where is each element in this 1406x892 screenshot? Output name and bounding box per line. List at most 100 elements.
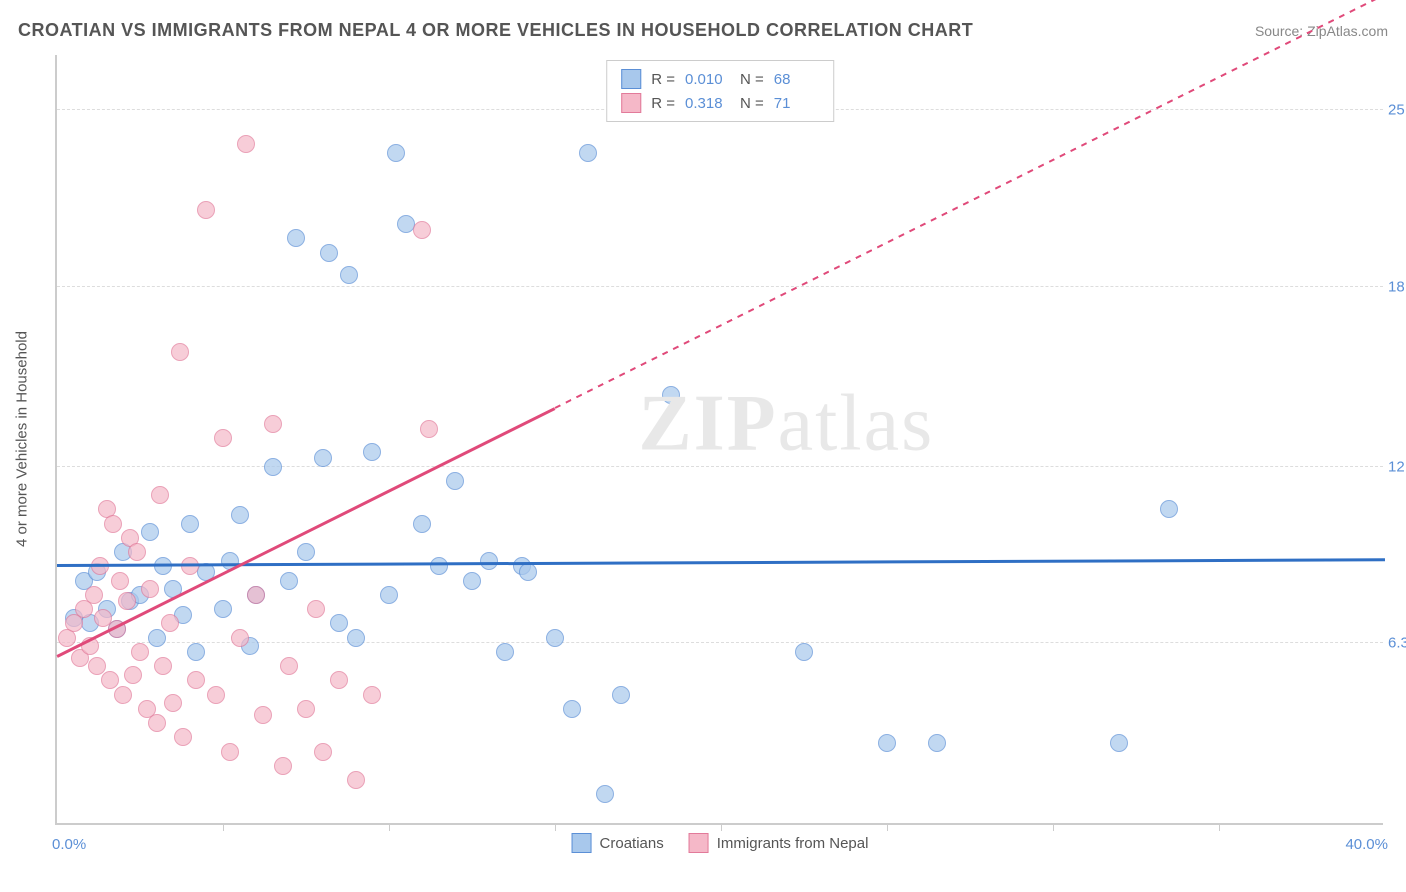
data-point — [430, 557, 448, 575]
data-point — [148, 714, 166, 732]
data-point — [662, 386, 680, 404]
data-point — [174, 728, 192, 746]
y-axis-title: 4 or more Vehicles in Household — [14, 331, 31, 547]
data-point — [519, 563, 537, 581]
data-point — [307, 600, 325, 618]
data-point — [340, 266, 358, 284]
data-point — [563, 700, 581, 718]
data-point — [546, 629, 564, 647]
data-point — [128, 543, 146, 561]
data-point — [114, 686, 132, 704]
data-point — [264, 458, 282, 476]
data-point — [85, 586, 103, 604]
x-axis-max-label: 40.0% — [1345, 836, 1388, 853]
data-point — [231, 506, 249, 524]
legend-swatch — [621, 93, 641, 113]
data-point — [413, 221, 431, 239]
data-point — [141, 523, 159, 541]
data-point — [297, 543, 315, 561]
data-point — [363, 686, 381, 704]
n-value: 68 — [774, 71, 819, 88]
data-point — [314, 449, 332, 467]
data-point — [480, 552, 498, 570]
x-tick — [1053, 823, 1054, 831]
data-point — [247, 586, 265, 604]
data-point — [151, 486, 169, 504]
trend-line — [57, 558, 1385, 566]
data-point — [596, 785, 614, 803]
data-point — [330, 671, 348, 689]
gridline — [57, 286, 1383, 287]
stats-legend: R =0.010N =68R =0.318N =71 — [606, 60, 834, 122]
legend-series-item: Immigrants from Nepal — [689, 833, 869, 853]
data-point — [181, 515, 199, 533]
chart-title: CROATIAN VS IMMIGRANTS FROM NEPAL 4 OR M… — [18, 20, 973, 41]
legend-swatch — [621, 69, 641, 89]
data-point — [101, 671, 119, 689]
data-point — [496, 643, 514, 661]
r-value: 0.318 — [685, 95, 730, 112]
data-point — [928, 734, 946, 752]
data-point — [287, 229, 305, 247]
data-point — [280, 657, 298, 675]
data-point — [420, 420, 438, 438]
legend-swatch — [689, 833, 709, 853]
data-point — [320, 244, 338, 262]
x-tick — [223, 823, 224, 831]
legend-series-item: Croatians — [572, 833, 664, 853]
legend-swatch — [572, 833, 592, 853]
x-tick — [721, 823, 722, 831]
data-point — [118, 592, 136, 610]
data-point — [91, 557, 109, 575]
data-point — [1110, 734, 1128, 752]
data-point — [141, 580, 159, 598]
data-point — [363, 443, 381, 461]
data-point — [171, 343, 189, 361]
data-point — [161, 614, 179, 632]
data-point — [397, 215, 415, 233]
data-point — [878, 734, 896, 752]
data-point — [297, 700, 315, 718]
y-tick-label: 12.5% — [1388, 458, 1406, 475]
legend-stat-row: R =0.010N =68 — [621, 67, 819, 91]
legend-series-label: Immigrants from Nepal — [717, 835, 869, 852]
data-point — [131, 643, 149, 661]
data-point — [207, 686, 225, 704]
data-point — [187, 643, 205, 661]
data-point — [795, 643, 813, 661]
data-point — [221, 743, 239, 761]
scatter-chart: ZIPatlas 4 or more Vehicles in Household… — [55, 55, 1383, 825]
y-tick-label: 6.3% — [1388, 635, 1406, 652]
data-point — [237, 135, 255, 153]
data-point — [231, 629, 249, 647]
r-label: R = — [651, 71, 675, 88]
data-point — [154, 657, 172, 675]
data-point — [314, 743, 332, 761]
x-tick — [1219, 823, 1220, 831]
data-point — [380, 586, 398, 604]
data-point — [148, 629, 166, 647]
data-point — [1160, 500, 1178, 518]
data-point — [264, 415, 282, 433]
legend-stat-row: R =0.318N =71 — [621, 91, 819, 115]
data-point — [197, 201, 215, 219]
data-point — [280, 572, 298, 590]
y-tick-label: 25.0% — [1388, 102, 1406, 119]
data-point — [254, 706, 272, 724]
data-point — [347, 771, 365, 789]
x-tick — [887, 823, 888, 831]
data-point — [446, 472, 464, 490]
data-point — [330, 614, 348, 632]
n-label: N = — [740, 95, 764, 112]
data-point — [347, 629, 365, 647]
data-point — [214, 429, 232, 447]
data-point — [124, 666, 142, 684]
series-legend: Croatians Immigrants from Nepal — [572, 833, 869, 853]
data-point — [111, 572, 129, 590]
data-point — [214, 600, 232, 618]
data-point — [413, 515, 431, 533]
data-point — [181, 557, 199, 575]
data-point — [612, 686, 630, 704]
data-point — [274, 757, 292, 775]
data-point — [463, 572, 481, 590]
